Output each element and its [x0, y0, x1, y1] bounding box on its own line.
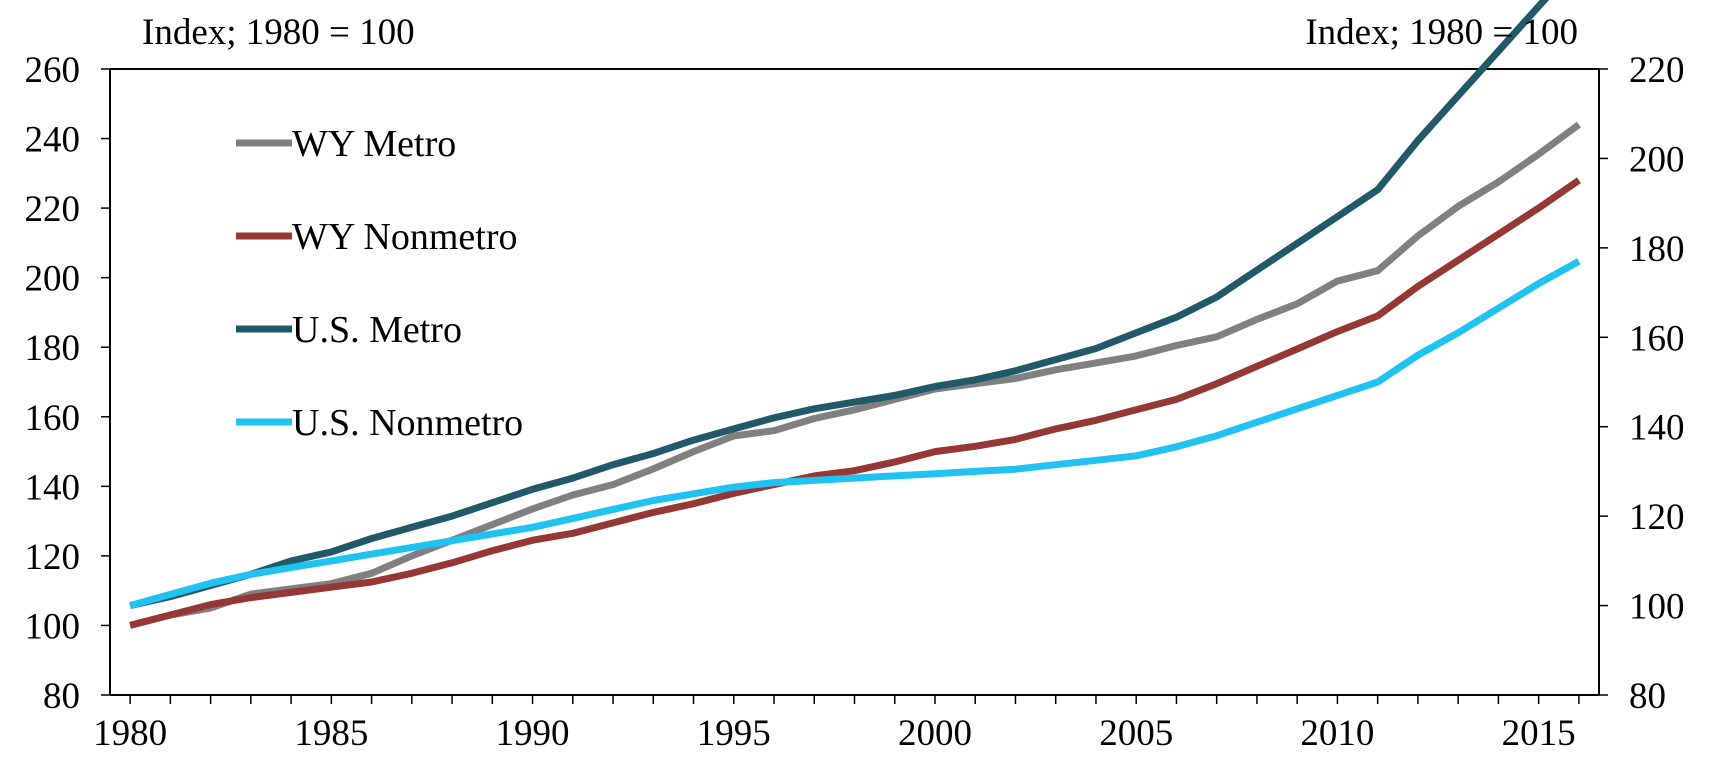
- series-line-u-s-metro: [129, 0, 1550, 610]
- y-left-tick-label: 140: [25, 467, 81, 508]
- series-line-wy-metro: [129, 121, 1581, 629]
- x-tick-label: 1980: [93, 713, 167, 754]
- ticks: [101, 68, 1608, 704]
- x-tick-label: 1995: [697, 713, 771, 754]
- legend-label-u-s-nonmetro: U.S. Nonmetro: [292, 402, 523, 444]
- y-right-tick-label: 220: [1629, 50, 1685, 91]
- y-left-tick-label: 200: [25, 259, 81, 300]
- x-tick-label: 1990: [496, 713, 570, 754]
- y-right-tick-label: 120: [1629, 497, 1685, 538]
- y-right-tick-label: 80: [1629, 676, 1666, 717]
- x-tick-label: 2010: [1300, 713, 1374, 754]
- y-right-tick-label: 140: [1629, 408, 1685, 449]
- y-right-tick-label: 200: [1629, 139, 1685, 180]
- y-left-tick-label: 120: [25, 537, 81, 578]
- y-right-tick-label: 160: [1629, 318, 1685, 359]
- legend-label-wy-metro: WY Metro: [292, 123, 456, 165]
- series-line-u-s-nonmetro: [129, 258, 1581, 609]
- y-right-tick-label: 100: [1629, 587, 1685, 628]
- legend: WY Metro WY Nonmetro U.S. Metro U.S. Nonmet…: [236, 123, 523, 444]
- left-axis-unit-label: Index; 1980 = 100: [142, 12, 415, 53]
- x-tick-label: 1985: [294, 713, 368, 754]
- series-group: [129, 0, 1581, 629]
- y-left-tick-label: 80: [43, 676, 80, 717]
- y-right-tick-label: 180: [1629, 229, 1685, 270]
- legend-label-wy-nonmetro: WY Nonmetro: [292, 216, 517, 258]
- series-line-wy-nonmetro: [129, 177, 1581, 629]
- legend-label-u-s-metro: U.S. Metro: [292, 309, 462, 351]
- y-left-tick-label: 100: [25, 606, 81, 647]
- y-left-tick-label: 260: [25, 50, 81, 91]
- right-axis-unit-label: Index; 1980 = 100: [1305, 12, 1578, 53]
- x-tick-label: 2015: [1502, 713, 1576, 754]
- y-left-tick-label: 160: [25, 398, 81, 439]
- y-left-tick-label: 240: [25, 120, 81, 161]
- x-tick-label: 2000: [898, 713, 972, 754]
- x-tick-label: 2005: [1099, 713, 1173, 754]
- tick-labels: 1980 1985 1990 1995 2000 2005 2010 2015 80 100 120…: [25, 50, 1685, 754]
- y-left-tick-label: 220: [25, 189, 81, 230]
- y-left-tick-label: 180: [25, 328, 81, 369]
